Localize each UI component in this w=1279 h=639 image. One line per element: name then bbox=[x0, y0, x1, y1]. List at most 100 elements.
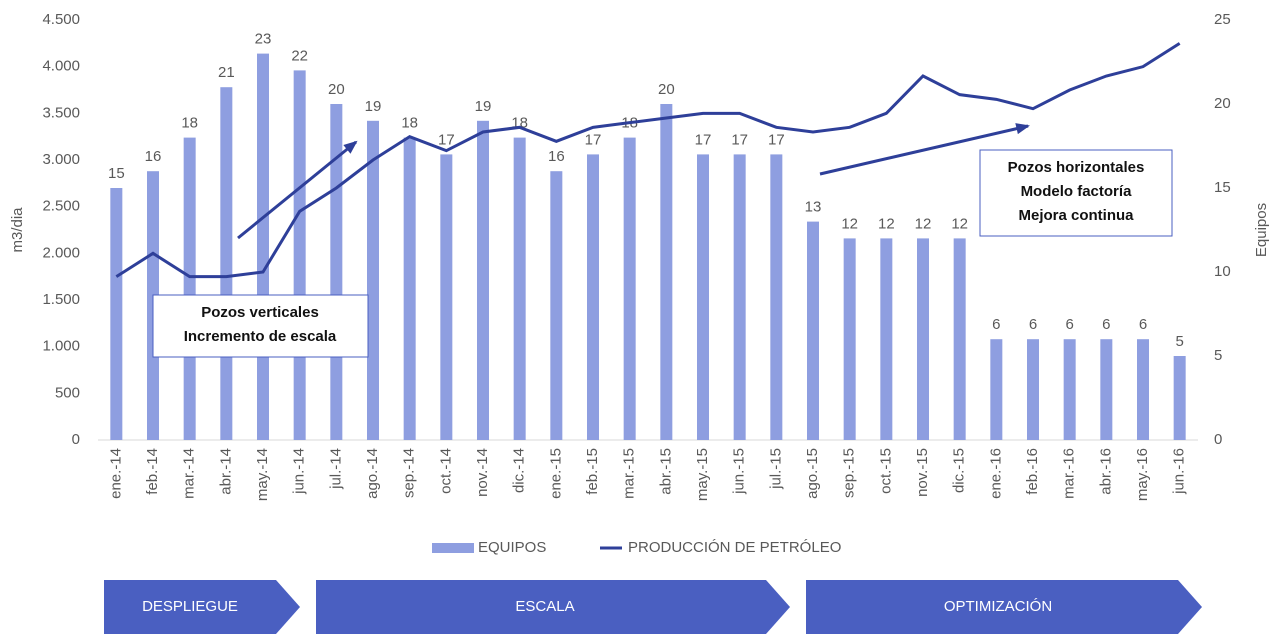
x-tick-label: ene.-15 bbox=[547, 448, 564, 499]
bar bbox=[293, 70, 306, 441]
bar-value-label: 21 bbox=[218, 64, 235, 81]
x-tick-label: mar.-14 bbox=[181, 448, 198, 499]
annotation-text: Mejora continua bbox=[1018, 207, 1134, 224]
annotation-text: Pozos verticales bbox=[201, 304, 319, 321]
legend-label: PRODUCCIÓN DE PETRÓLEO bbox=[628, 539, 841, 556]
bar-value-label: 19 bbox=[365, 98, 382, 115]
annotation-text: Pozos horizontales bbox=[1008, 159, 1145, 176]
bar-value-label: 17 bbox=[585, 131, 602, 148]
x-tick-label: nov.-14 bbox=[474, 448, 491, 497]
annotation-box bbox=[152, 294, 369, 358]
x-tick-label: may.-15 bbox=[694, 448, 711, 501]
x-tick-label: oct.-15 bbox=[877, 448, 894, 494]
y2-tick-label: 10 bbox=[1214, 263, 1231, 280]
bar-value-label: 6 bbox=[1139, 316, 1147, 333]
x-tick-label: may.-14 bbox=[254, 448, 271, 501]
bar-value-label: 12 bbox=[878, 215, 895, 232]
bar-value-label: 22 bbox=[291, 47, 308, 64]
bar-value-label: 6 bbox=[992, 316, 1000, 333]
legend-label: EQUIPOS bbox=[478, 539, 546, 556]
x-tick-label: feb.-15 bbox=[584, 448, 601, 495]
x-tick-label: ago.-14 bbox=[364, 448, 381, 499]
bar-value-label: 6 bbox=[1065, 316, 1073, 333]
x-tick-label: sep.-14 bbox=[401, 448, 418, 498]
x-tick-label: ago.-15 bbox=[804, 448, 821, 499]
phase-label: DESPLIEGUE bbox=[142, 598, 238, 615]
bar-value-label: 17 bbox=[695, 131, 712, 148]
x-tick-label: mar.-15 bbox=[621, 448, 638, 499]
bar-value-label: 12 bbox=[915, 215, 932, 232]
bar bbox=[1137, 339, 1149, 440]
line bbox=[115, 42, 1181, 279]
legend-swatch bbox=[432, 543, 474, 553]
y2-axis-label: Equipos bbox=[1253, 203, 1270, 257]
x-tick-label: mar.-16 bbox=[1061, 448, 1078, 499]
y-tick-label: 1.000 bbox=[42, 338, 80, 355]
bar-value-label: 12 bbox=[951, 215, 968, 232]
x-tick-label: feb.-16 bbox=[1024, 448, 1041, 495]
phase-banner bbox=[104, 580, 300, 634]
bar bbox=[1063, 339, 1076, 440]
x-tick-label: jul.-14 bbox=[327, 448, 344, 490]
bar bbox=[110, 188, 123, 440]
y2-tick-label: 0 bbox=[1214, 431, 1222, 448]
bar-value-label: 12 bbox=[841, 215, 858, 232]
bar bbox=[587, 154, 599, 440]
bar bbox=[477, 120, 489, 441]
bar bbox=[770, 154, 783, 440]
y-tick-label: 2.500 bbox=[42, 198, 80, 215]
bar-value-label: 19 bbox=[475, 98, 492, 115]
y2-tick-label: 25 bbox=[1214, 11, 1231, 28]
bar bbox=[697, 154, 709, 440]
bar-value-label: 18 bbox=[401, 115, 418, 132]
bar-value-label: 16 bbox=[548, 148, 565, 165]
bar bbox=[220, 87, 233, 440]
phase-banner bbox=[806, 580, 1202, 634]
x-tick-label: ene.-14 bbox=[107, 448, 124, 499]
bar-value-label: 6 bbox=[1029, 316, 1037, 333]
bar-value-label: 17 bbox=[768, 131, 785, 148]
bar bbox=[440, 154, 453, 440]
y2-tick-label: 5 bbox=[1214, 347, 1222, 364]
bar bbox=[807, 221, 819, 440]
bar bbox=[917, 238, 929, 440]
x-tick-label: sep.-15 bbox=[841, 448, 858, 498]
bar bbox=[880, 238, 893, 440]
bar-value-label: 17 bbox=[438, 131, 455, 148]
bar bbox=[843, 238, 856, 440]
bar bbox=[513, 137, 526, 440]
annotation-box bbox=[979, 149, 1173, 237]
y-tick-label: 2.000 bbox=[42, 244, 80, 261]
annotation-arrow bbox=[237, 140, 357, 240]
y2-tick-label: 15 bbox=[1214, 179, 1231, 196]
bar bbox=[623, 137, 636, 440]
arrow-head bbox=[343, 140, 358, 154]
bar bbox=[990, 339, 1003, 440]
x-tick-label: dic.-14 bbox=[511, 448, 528, 493]
bar bbox=[403, 137, 416, 440]
bar-value-label: 20 bbox=[658, 81, 675, 98]
bar-value-label: 17 bbox=[731, 131, 748, 148]
x-tick-label: may.-16 bbox=[1134, 448, 1151, 501]
bar bbox=[183, 137, 196, 440]
bar bbox=[660, 104, 673, 440]
x-tick-label: oct.-14 bbox=[437, 448, 454, 494]
bar-value-label: 16 bbox=[145, 148, 162, 165]
x-tick-label: jun.-16 bbox=[1171, 448, 1188, 495]
y-tick-label: 0 bbox=[72, 431, 80, 448]
y-tick-label: 3.000 bbox=[42, 151, 80, 168]
y-tick-label: 3.500 bbox=[42, 104, 80, 121]
phase-banner bbox=[316, 580, 790, 634]
bar bbox=[257, 53, 269, 440]
bar bbox=[733, 154, 746, 440]
bar bbox=[1100, 339, 1113, 440]
y-tick-label: 500 bbox=[55, 384, 80, 401]
annotation-arrow bbox=[819, 124, 1029, 176]
bar-value-label: 23 bbox=[255, 31, 272, 48]
arrow-head bbox=[1015, 123, 1030, 135]
x-tick-label: dic.-15 bbox=[951, 448, 968, 493]
bar bbox=[953, 238, 966, 440]
bar-value-label: 15 bbox=[108, 165, 125, 182]
bar-value-label: 20 bbox=[328, 81, 345, 98]
